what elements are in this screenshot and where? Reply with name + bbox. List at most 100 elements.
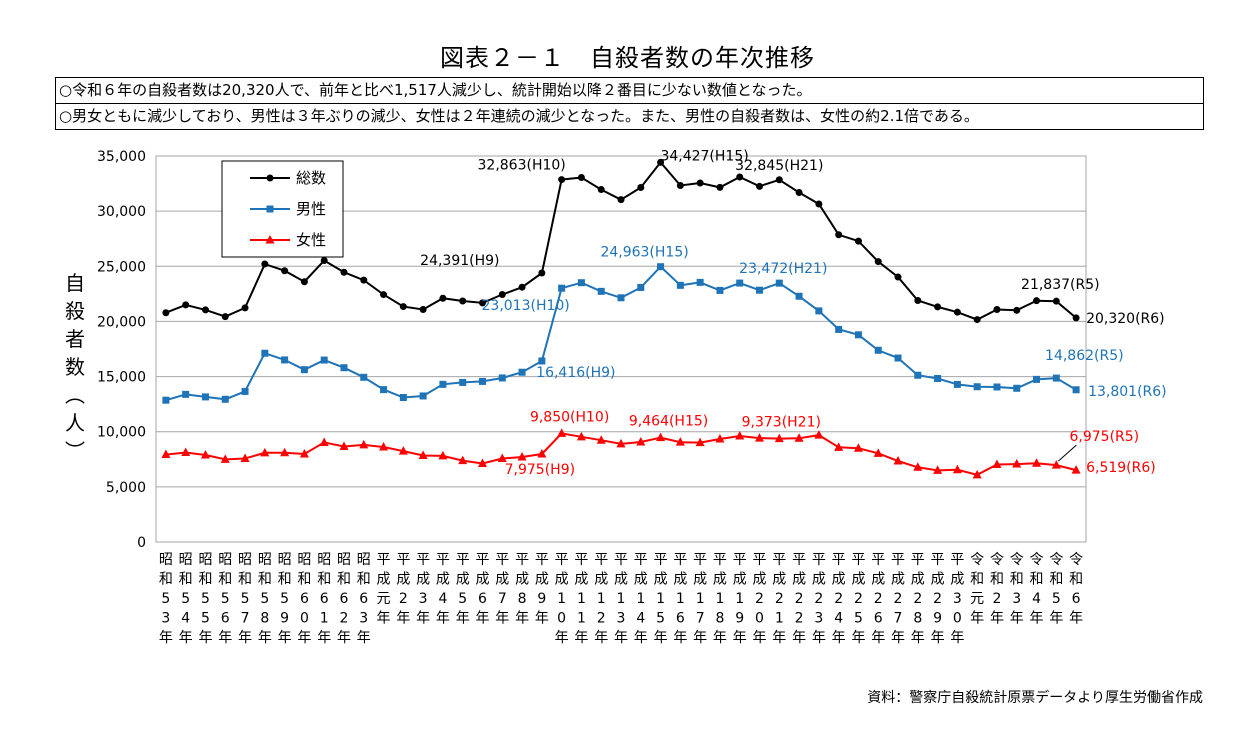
data-point <box>736 173 744 181</box>
x-tick-char: 5 <box>201 611 210 627</box>
x-tick-char: 5 <box>1052 591 1061 607</box>
x-tick-char: 成 <box>792 572 806 588</box>
data-point <box>597 186 605 194</box>
data-point <box>993 383 1001 391</box>
data-point <box>1072 314 1080 322</box>
y-tick-label: 10,000 <box>97 425 146 441</box>
data-point <box>459 297 467 305</box>
data-point <box>300 366 308 374</box>
legend-item-2: 男性 <box>250 200 326 218</box>
x-tick-char: 7 <box>498 591 507 607</box>
x-tick-char: 和 <box>159 572 173 588</box>
x-tick-char: 0 <box>953 611 962 627</box>
x-tick-char: 平 <box>673 552 687 568</box>
x-tick-label: 昭和 6 3 年 <box>357 552 371 646</box>
data-label: 32,845(H21) <box>735 158 823 174</box>
x-tick-label: 平成 1 2 年 <box>594 552 608 646</box>
x-tick-char: 1 <box>775 611 784 627</box>
x-tick-char: 成 <box>515 572 529 588</box>
x-tick-char: 3 <box>161 611 170 627</box>
x-tick-label: 平成 6 年 <box>475 552 489 627</box>
x-tick-char: 年 <box>238 630 252 646</box>
x-tick-char: 6 <box>221 611 230 627</box>
x-tick-char: 2 <box>894 591 903 607</box>
data-label: 16,416(H9) <box>536 365 615 381</box>
x-tick-char: 2 <box>933 591 942 607</box>
data-point <box>973 316 981 324</box>
data-point <box>439 380 447 388</box>
x-tick-char: 7 <box>241 611 250 627</box>
data-point <box>418 450 428 460</box>
x-tick-char: 元 <box>377 591 391 607</box>
x-tick-char: 1 <box>557 591 566 607</box>
x-tick-label: 平成 5 年 <box>456 552 470 627</box>
x-tick-char: 年 <box>1010 611 1024 627</box>
x-tick-char: 成 <box>555 572 569 588</box>
x-tick-char: 6 <box>1072 591 1081 607</box>
x-tick-label: 平成 2 8 年 <box>911 552 925 646</box>
data-point <box>755 433 765 442</box>
data-point <box>735 430 745 440</box>
data-point <box>637 184 645 192</box>
x-tick-char: 成 <box>832 572 846 588</box>
data-point <box>953 308 961 316</box>
legend-marker <box>266 205 274 213</box>
x-tick-char: 令 <box>1010 552 1024 568</box>
x-tick-char: 成 <box>436 572 450 588</box>
x-tick-char: 8 <box>518 591 527 607</box>
x-tick-char: 平 <box>535 552 549 568</box>
x-tick-char: 令 <box>990 552 1004 568</box>
data-point <box>973 383 981 391</box>
x-tick-char: 平 <box>654 552 668 568</box>
data-point <box>379 441 389 451</box>
x-tick-char: 3 <box>419 591 428 607</box>
x-tick-char: 3 <box>617 611 626 627</box>
x-tick-char: 2 <box>834 591 843 607</box>
x-tick-label: 昭和 5 9 年 <box>278 552 292 646</box>
data-label: 21,837(R5) <box>1021 277 1100 293</box>
data-point <box>716 286 724 294</box>
legend-label: 総数 <box>296 169 326 187</box>
y-tick-label: 20,000 <box>97 314 146 330</box>
x-tick-char: 3 <box>359 611 368 627</box>
data-point <box>517 451 527 461</box>
data-point <box>439 294 447 302</box>
data-point <box>716 183 724 191</box>
x-tick-char: 年 <box>475 611 489 627</box>
summary-notes: ○令和６年の自殺者数は20,320人で、前年と比べ1,517人減少し、統計開始以… <box>55 77 1204 130</box>
x-tick-char: 6 <box>359 591 368 607</box>
x-tick-label: 昭和 6 2 年 <box>337 552 351 646</box>
data-point <box>300 278 308 286</box>
x-tick-char: 年 <box>931 630 945 646</box>
x-tick-char: 昭 <box>179 552 193 568</box>
data-point <box>893 456 903 465</box>
data-point <box>1052 374 1060 382</box>
x-tick-char: 年 <box>970 611 984 627</box>
data-label-leader <box>1057 444 1077 462</box>
chart-title: 図表２－１ 自殺者数の年次推移 <box>440 44 815 72</box>
data-label: 23,472(H21) <box>739 261 827 277</box>
x-tick-char: 1 <box>320 611 329 627</box>
data-point <box>380 291 388 299</box>
x-tick-char: 和 <box>1049 572 1063 588</box>
data-point <box>914 371 922 379</box>
x-tick-char: 年 <box>317 630 331 646</box>
data-point <box>1071 465 1081 474</box>
x-tick-char: 昭 <box>198 552 212 568</box>
x-tick-char: 6 <box>300 591 309 607</box>
data-point <box>756 182 764 190</box>
x-tick-char: 和 <box>337 572 351 588</box>
x-tick-label: 平成 2 2 年 <box>792 552 806 646</box>
data-point <box>320 356 328 364</box>
data-point <box>617 196 625 204</box>
x-tick-label: 令和 2 年 <box>990 552 1004 627</box>
data-point <box>419 392 427 400</box>
x-tick-label: 平成 8 年 <box>515 552 529 627</box>
x-tick-label: 昭和 6 0 年 <box>297 552 311 646</box>
x-tick-char: 9 <box>280 611 289 627</box>
data-point <box>933 465 943 474</box>
x-tick-char: 年 <box>258 630 272 646</box>
x-tick-char: 5 <box>854 611 863 627</box>
data-point <box>261 260 269 268</box>
